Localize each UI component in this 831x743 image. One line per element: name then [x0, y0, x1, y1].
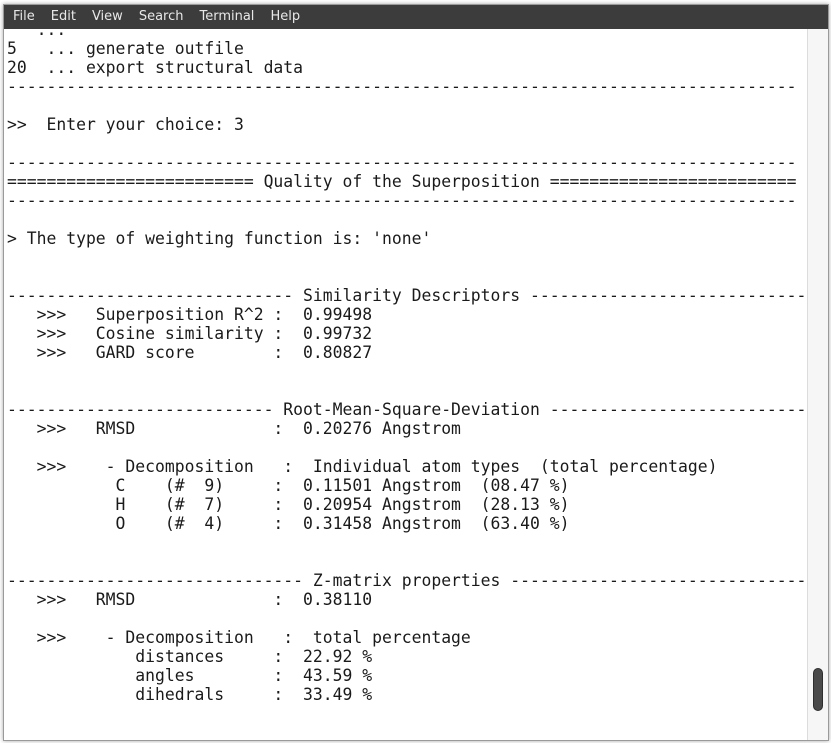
terminal-window: File Edit View Search Terminal Help ... … [3, 4, 829, 741]
terminal-line: >>> Superposition R^2 : 0.99498 [7, 305, 373, 324]
terminal-line: dihedrals : 33.49 % [7, 685, 373, 704]
terminal-line: ========================= Quality of the… [7, 172, 797, 191]
terminal-line: ----------------------------------------… [7, 77, 797, 96]
terminal-line: 20 ... export structural data [7, 58, 304, 77]
terminal-line: >>> - Decomposition : Individual atom ty… [7, 457, 718, 476]
menu-search[interactable]: Search [138, 9, 184, 24]
menu-file[interactable]: File [13, 9, 35, 24]
terminal-line: angles : 43.59 % [7, 666, 373, 685]
terminal-line: ------------------------------ Z-matrix … [7, 571, 807, 590]
terminal-line: ----------------------------- Similarity… [7, 286, 807, 305]
terminal-line: O (# 4) : 0.31458 Angstrom (63.40 %) [7, 514, 570, 533]
vertical-scrollbar[interactable] [807, 29, 828, 740]
terminal-line: distances : 22.92 % [7, 647, 373, 666]
scrollbar-thumb[interactable] [813, 668, 823, 711]
terminal-line: >>> Cosine similarity : 0.99732 [7, 324, 373, 343]
terminal-line: >>> RMSD : 0.38110 [7, 590, 373, 609]
terminal-line: ----------------------------------------… [7, 153, 797, 172]
menu-help[interactable]: Help [270, 9, 301, 24]
terminal-line: >>> GARD score : 0.80827 [7, 343, 373, 362]
terminal-line: --------------------------- Root-Mean-Sq… [7, 400, 807, 419]
terminal-line: ----------------------------------------… [7, 191, 797, 210]
menu-edit[interactable]: Edit [50, 9, 76, 24]
terminal-line: > The type of weighting function is: 'no… [7, 229, 432, 248]
terminal-line: 5 ... generate outfile [7, 39, 244, 58]
terminal-line: ... [7, 29, 67, 39]
menu-bar: File Edit View Search Terminal Help [4, 5, 828, 29]
terminal-text: ... 5 ... generate outfile 20 ... export… [7, 29, 806, 740]
terminal-line: >> Enter your choice: 3 [7, 115, 244, 134]
terminal-line: H (# 7) : 0.20954 Angstrom (28.13 %) [7, 495, 570, 514]
menu-view[interactable]: View [91, 9, 123, 24]
terminal-line: >>> - Decomposition : total percentage [7, 628, 471, 647]
terminal-line: >>> RMSD : 0.20276 Angstrom [7, 419, 461, 438]
menu-terminal[interactable]: Terminal [199, 9, 255, 24]
terminal-line: C (# 9) : 0.11501 Angstrom (08.47 %) [7, 476, 570, 495]
terminal-output-area[interactable]: ... 5 ... generate outfile 20 ... export… [4, 29, 808, 740]
